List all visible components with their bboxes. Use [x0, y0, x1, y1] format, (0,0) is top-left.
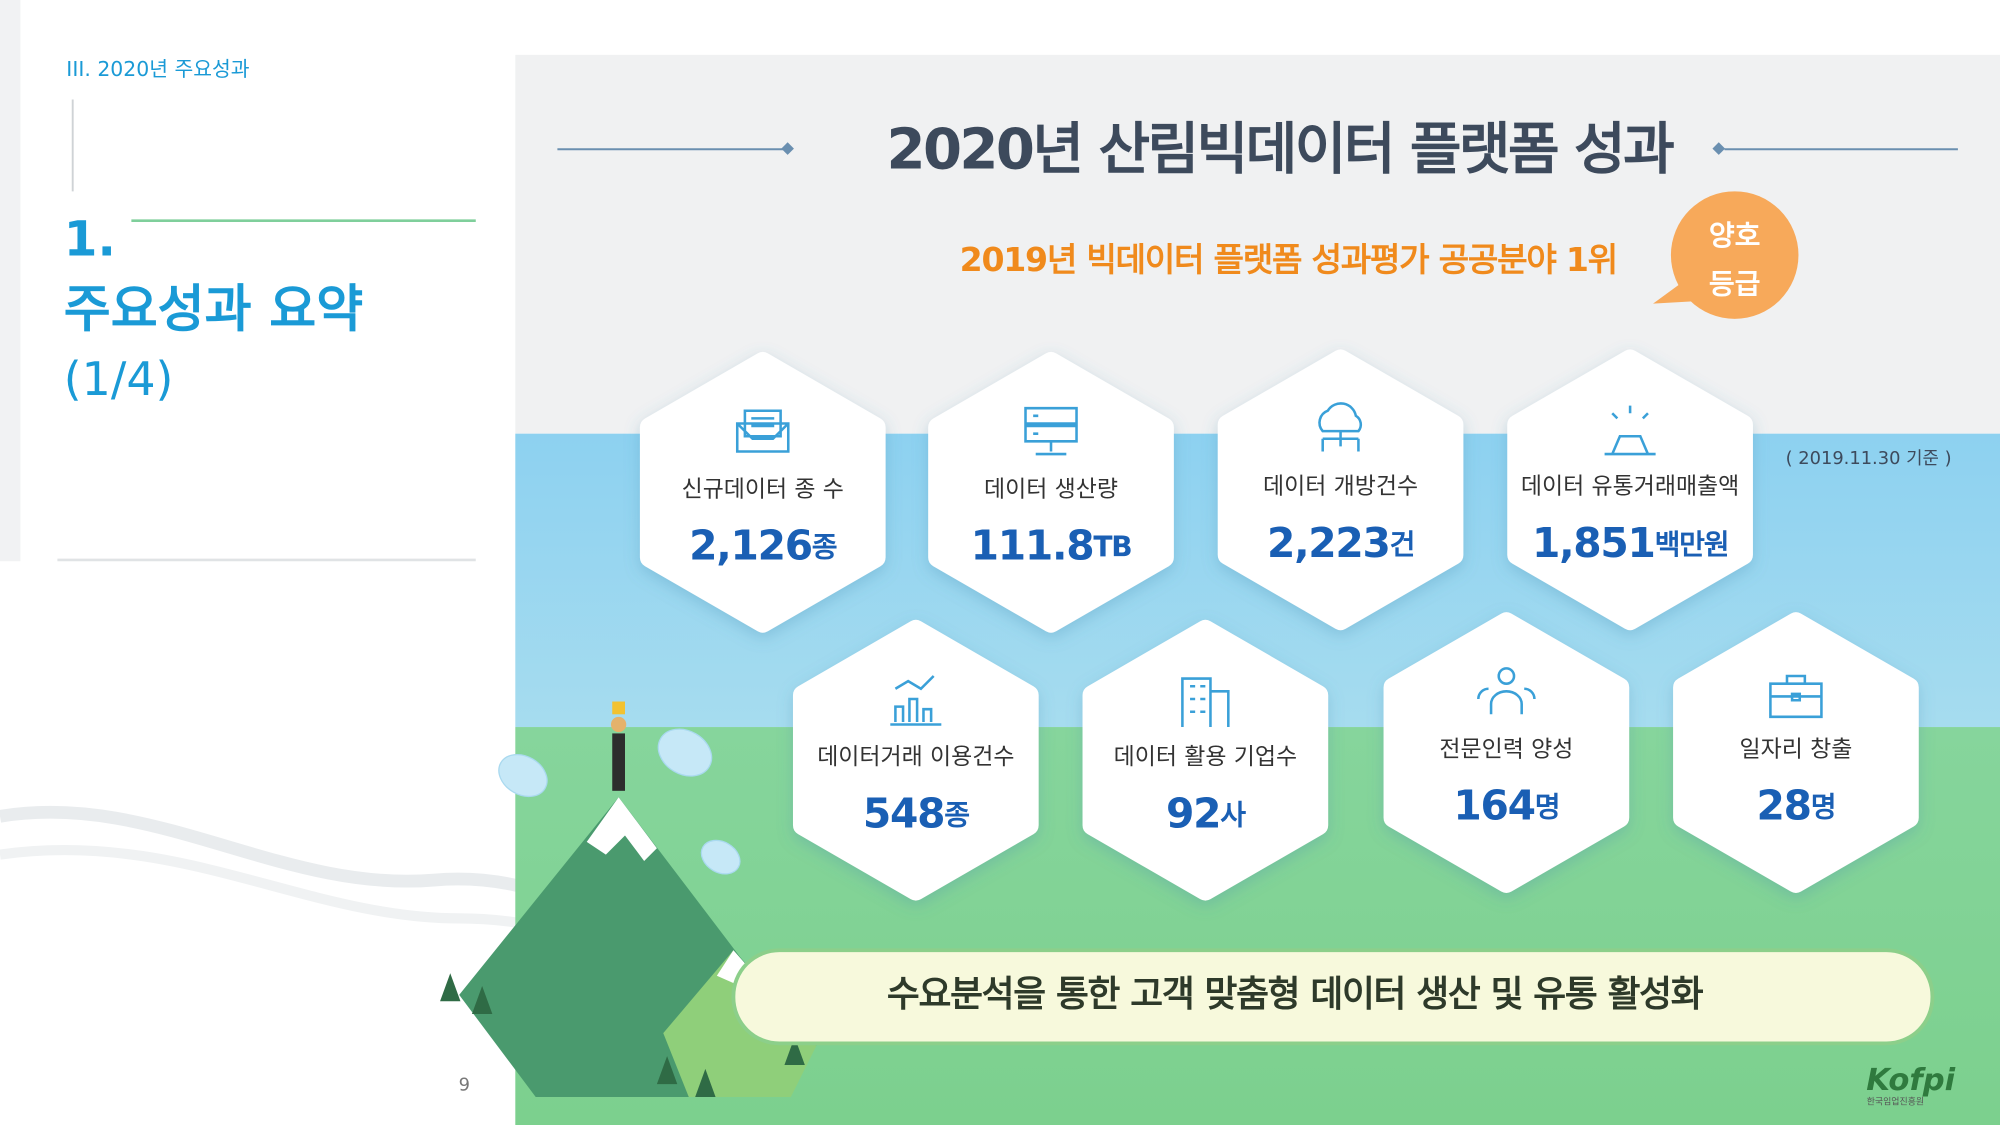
icon [890, 675, 942, 726]
section-part: (1/4) [64, 352, 174, 406]
stat-unit: 백만원 [1655, 528, 1729, 561]
section-label: III. 2020년 주요성과 [66, 57, 249, 81]
icon [735, 409, 790, 453]
stat-number: 548 [863, 789, 944, 837]
stat-value: 164명 [1453, 782, 1559, 830]
stat-number: 28 [1757, 782, 1811, 830]
stat-label: 데이터 생산량 [984, 476, 1118, 502]
hexagon [1082, 619, 1329, 901]
icon [1604, 405, 1656, 456]
title-diamond [1712, 142, 1726, 155]
stat-value: 111.8TB [971, 521, 1132, 569]
stat-unit: 명 [1535, 791, 1560, 824]
page-number: 9 [459, 1074, 470, 1095]
stat-card: 일자리 창출 28명 [1673, 612, 1919, 893]
logo-sub: 한국임업진흥원 [1867, 1096, 1924, 1108]
stat-label: 신규데이터 종 수 [682, 476, 844, 502]
clouds [498, 728, 741, 875]
stat-number: 2,126 [689, 521, 812, 569]
icon [1024, 406, 1078, 456]
banner [731, 948, 1935, 1046]
stat-card: 데이터거래 이용건수 548종 [792, 619, 1039, 901]
hexagon [1217, 349, 1464, 631]
stat-unit: 종 [944, 798, 969, 831]
badge-text: 등급 [1709, 268, 1761, 301]
stat-value: 28명 [1757, 782, 1836, 830]
stat-label: 데이터거래 이용건수 [817, 744, 1014, 770]
banner-text: 수요분석을 통한 고객 맞춤형 데이터 생산 및 유통 활성화 [887, 974, 1704, 1015]
stat-number: 2,223 [1267, 519, 1390, 567]
stat-number: 164 [1453, 782, 1534, 830]
left-strip [0, 0, 21, 562]
main-title: 2020년 산림빅데이터 플랫폼 성과 [886, 118, 1674, 183]
stat-card: 데이터 개방건수 2,223건 [1217, 349, 1464, 631]
subtitle: 2019년 빅데이터 플랫폼 성과평가 공공분야 1위 [960, 240, 1617, 279]
stat-unit: 사 [1220, 798, 1246, 831]
stat-unit: 건 [1390, 528, 1415, 561]
hexagon [1673, 612, 1919, 893]
stat-card: 데이터 생산량 111.8TB [928, 352, 1174, 633]
stat-unit: 명 [1811, 791, 1836, 824]
stat-card: 신규데이터 종 수 2,126종 [639, 352, 886, 633]
stat-label: 일자리 창출 [1740, 736, 1853, 762]
stat-unit: 종 [812, 530, 837, 563]
logo: Kofpi [1866, 1063, 1955, 1098]
icon [1477, 667, 1536, 715]
hexagon [1507, 349, 1753, 631]
stat-label: 데이터 유통거래매출액 [1521, 474, 1739, 500]
hexagon [639, 352, 886, 633]
stat-value: 548종 [863, 789, 969, 837]
stat-label: 데이터 개방건수 [1263, 474, 1418, 500]
stat-value: 2,126종 [689, 521, 837, 569]
badge-text: 양호 [1709, 219, 1761, 252]
stat-number: 111.8 [971, 521, 1094, 569]
stat-number: 92 [1166, 789, 1220, 837]
note: ( 2019.11.30 기준 ) [1786, 448, 1952, 469]
stat-label: 전문인력 양성 [1439, 736, 1573, 762]
stat-card: 전문인력 양성 164명 [1383, 612, 1630, 893]
stat-unit: TB [1093, 530, 1131, 563]
hexagon [928, 352, 1174, 633]
hexagon [792, 619, 1039, 901]
badge-tail [1653, 283, 1699, 304]
icon [1769, 674, 1823, 719]
stat-value: 92사 [1166, 789, 1246, 837]
hexagon [1383, 612, 1630, 893]
stat-label: 데이터 활용 기업수 [1114, 744, 1297, 770]
stat-value: 1,851백만원 [1532, 519, 1728, 567]
stat-value: 2,223건 [1267, 519, 1414, 567]
stat-card: 데이터 활용 기업수 92사 [1082, 619, 1329, 901]
stat-card: 데이터 유통거래매출액 1,851백만원 [1507, 349, 1753, 631]
badge [1670, 191, 1799, 319]
section-title: 주요성과 요약 [64, 280, 363, 339]
section-number: 1. [64, 211, 116, 267]
icon [1318, 402, 1363, 452]
icon [1181, 677, 1230, 728]
stat-number: 1,851 [1532, 519, 1655, 567]
